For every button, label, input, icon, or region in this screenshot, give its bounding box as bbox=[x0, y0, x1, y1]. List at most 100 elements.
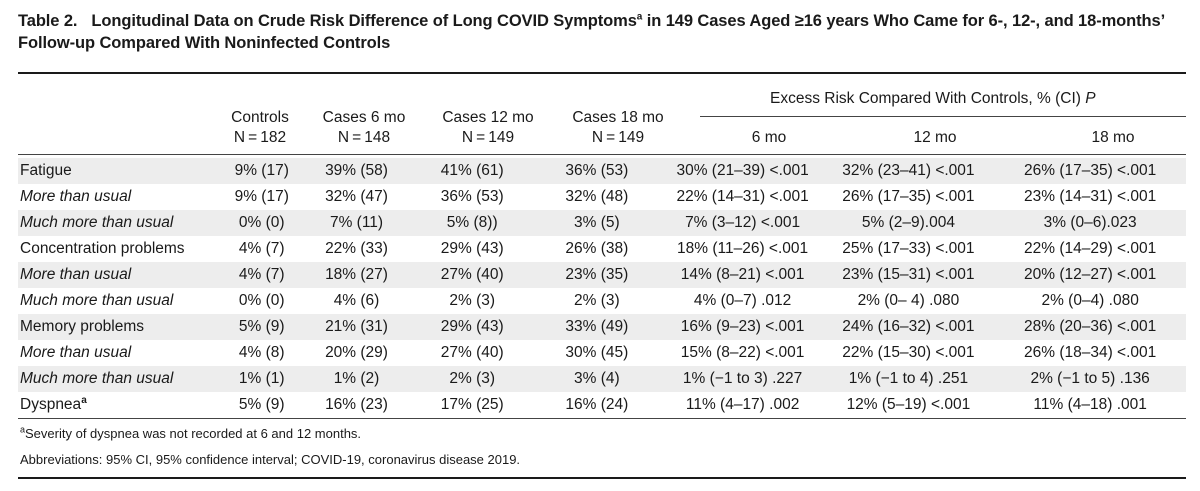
cell-cases-18mo: 3% (5) bbox=[531, 210, 663, 236]
table-row: Much more than usual 0% (0) 4% (6) 2% (3… bbox=[18, 288, 1186, 314]
header-rule bbox=[18, 154, 1186, 155]
row-label: Fatigue bbox=[18, 158, 224, 184]
cell-cases-18mo: 36% (53) bbox=[531, 158, 663, 184]
cell-controls: 4% (8) bbox=[238, 344, 285, 361]
cell-cases-6mo: 22% (33) bbox=[325, 240, 388, 257]
cell-controls: 5% (9) bbox=[238, 396, 285, 413]
cell-cases-6mo: 1% (2) bbox=[299, 366, 414, 392]
cell-cases-12mo: 36% (53) bbox=[440, 188, 504, 205]
cell-cases-6mo: 7% (11) bbox=[299, 210, 414, 236]
excess-col-6mo: 6 mo bbox=[751, 129, 787, 146]
table-bottom-rule bbox=[18, 418, 1186, 419]
cell-excess-12mo: 1% (−1 to 4) .251 bbox=[822, 366, 995, 392]
table-row: Much more than usual 1% (1) 1% (2) 2% (3… bbox=[18, 366, 1186, 392]
table-row: Dyspneaa 5% (9) 16% (23) 17% (25) 16% (2… bbox=[18, 392, 1186, 418]
data-table: Fatigue 9% (17) 39% (58) 41% (61) 36% (5… bbox=[18, 158, 1186, 418]
cell-controls: 0% (0) bbox=[223, 210, 300, 236]
cell-controls: 1% (1) bbox=[223, 366, 300, 392]
excess-col-12mo: 12 mo bbox=[913, 129, 957, 146]
cell-controls: 4% (7) bbox=[223, 262, 300, 288]
cell-excess-6mo: 14% (8–21) <.001 bbox=[662, 262, 823, 288]
cell-cases-18mo: 30% (45) bbox=[565, 344, 629, 361]
col-header-name: Cases 18 mo bbox=[572, 109, 664, 126]
cell-excess-18mo: 26% (18–34) <.001 bbox=[1024, 344, 1157, 361]
col-header-n: N = 148 bbox=[337, 129, 391, 146]
excess-risk-underline bbox=[700, 116, 1186, 117]
cell-cases-18mo: 32% (48) bbox=[565, 188, 629, 205]
cell-excess-18mo: 11% (4–18) .001 bbox=[1033, 396, 1147, 413]
cell-excess-12mo: 25% (17–33) <.001 bbox=[842, 240, 975, 257]
cell-cases-12mo: 27% (40) bbox=[440, 344, 504, 361]
cell-cases-18mo: 16% (24) bbox=[565, 396, 629, 413]
cell-cases-12mo: 29% (43) bbox=[413, 314, 532, 340]
table-row: More than usual 4% (8) 20% (29) 27% (40)… bbox=[18, 340, 1186, 366]
col-header-name: Controls bbox=[231, 109, 289, 126]
bottom-rule bbox=[18, 477, 1186, 479]
cell-excess-18mo: 2% (0–4) .080 bbox=[1041, 292, 1139, 309]
cell-cases-18mo: 33% (49) bbox=[531, 314, 663, 340]
cell-excess-12mo: 24% (16–32) <.001 bbox=[822, 314, 995, 340]
footnote-marker: a bbox=[20, 424, 26, 435]
footnote-text: Severity of dyspnea was not recorded at … bbox=[25, 426, 362, 441]
cell-excess-18mo: 20% (12–27) <.001 bbox=[994, 262, 1186, 288]
cell-excess-12mo: 12% (5–19) <.001 bbox=[846, 396, 971, 413]
row-label-text: Dyspnea bbox=[20, 396, 82, 413]
row-label: Much more than usual bbox=[18, 210, 224, 236]
col-header-name: Cases 12 mo bbox=[442, 109, 534, 126]
col-header-cases-12mo: Cases 12 mo N = 149 bbox=[432, 108, 544, 148]
table-row: More than usual 9% (17) 32% (47) 36% (53… bbox=[18, 184, 1186, 210]
cell-excess-6mo: 18% (11–26) <.001 bbox=[677, 240, 809, 257]
cell-cases-12mo: 27% (40) bbox=[413, 262, 532, 288]
table-title: Table 2. Longitudinal Data on Crude Risk … bbox=[18, 10, 1188, 54]
top-rule bbox=[18, 72, 1186, 74]
cell-cases-18mo: 3% (4) bbox=[531, 366, 663, 392]
cell-excess-12mo: 26% (17–35) <.001 bbox=[842, 188, 975, 205]
cell-excess-18mo: 23% (14–31) <.001 bbox=[1024, 188, 1157, 205]
table-row: Fatigue 9% (17) 39% (58) 41% (61) 36% (5… bbox=[18, 158, 1186, 184]
cell-controls: 0% (0) bbox=[238, 292, 285, 309]
cell-cases-6mo: 21% (31) bbox=[299, 314, 414, 340]
cell-excess-18mo: 2% (−1 to 5) .136 bbox=[994, 366, 1186, 392]
excess-risk-header-p: P bbox=[1085, 90, 1096, 107]
cell-excess-6mo: 16% (9–23) <.001 bbox=[662, 314, 823, 340]
cell-excess-12mo: 22% (15–30) <.001 bbox=[842, 344, 975, 361]
row-label: Memory problems bbox=[18, 314, 224, 340]
cell-excess-6mo: 1% (−1 to 3) .227 bbox=[662, 366, 823, 392]
cell-cases-6mo: 39% (58) bbox=[299, 158, 414, 184]
col-header-controls: Controls N = 182 bbox=[222, 108, 298, 148]
row-footnote-marker: a bbox=[81, 394, 87, 406]
row-label: Much more than usual bbox=[18, 366, 224, 392]
cell-cases-18mo: 23% (35) bbox=[531, 262, 663, 288]
cell-cases-6mo: 16% (23) bbox=[325, 396, 388, 413]
cell-excess-18mo: 22% (14–29) <.001 bbox=[1024, 240, 1157, 257]
cell-excess-12mo: 2% (0– 4) .080 bbox=[857, 292, 960, 309]
cell-excess-6mo: 15% (8–22) <.001 bbox=[680, 344, 805, 361]
col-header-n: N = 149 bbox=[591, 129, 645, 146]
table-row: Memory problems 5% (9) 21% (31) 29% (43)… bbox=[18, 314, 1186, 340]
excess-risk-header: Excess Risk Compared With Controls, % (C… bbox=[770, 89, 1096, 109]
row-label: Dyspneaa bbox=[18, 392, 224, 418]
cell-cases-12mo: 17% (25) bbox=[440, 396, 504, 413]
table-row: Much more than usual 0% (0) 7% (11) 5% (… bbox=[18, 210, 1186, 236]
footnote-abbreviations: Abbreviations: 95% CI, 95% confidence in… bbox=[20, 452, 521, 467]
row-label: More than usual bbox=[20, 344, 132, 361]
col-header-name: Cases 6 mo bbox=[322, 109, 406, 126]
cell-excess-12mo: 5% (2–9).004 bbox=[822, 210, 995, 236]
cell-cases-6mo: 4% (6) bbox=[333, 292, 380, 309]
cell-cases-6mo: 20% (29) bbox=[325, 344, 388, 361]
col-header-cases-6mo: Cases 6 mo N = 148 bbox=[312, 108, 416, 148]
cell-controls: 5% (9) bbox=[223, 314, 300, 340]
table-row: Concentration problems 4% (7) 22% (33) 2… bbox=[18, 236, 1186, 262]
cell-excess-6mo: 30% (21–39) <.001 bbox=[662, 158, 823, 184]
col-header-cases-18mo: Cases 18 mo N = 149 bbox=[560, 108, 676, 148]
title-text-part1: Longitudinal Data on Crude Risk Differen… bbox=[91, 12, 637, 30]
cell-excess-18mo: 28% (20–36) <.001 bbox=[994, 314, 1186, 340]
cell-excess-18mo: 26% (17–35) <.001 bbox=[994, 158, 1186, 184]
cell-excess-6mo: 22% (14–31) <.001 bbox=[676, 188, 809, 205]
col-header-n: N = 149 bbox=[461, 129, 515, 146]
cell-cases-12mo: 2% (3) bbox=[449, 292, 496, 309]
cell-cases-12mo: 41% (61) bbox=[413, 158, 532, 184]
cell-excess-18mo: 3% (0–6).023 bbox=[994, 210, 1186, 236]
cell-cases-18mo: 26% (38) bbox=[565, 240, 629, 257]
